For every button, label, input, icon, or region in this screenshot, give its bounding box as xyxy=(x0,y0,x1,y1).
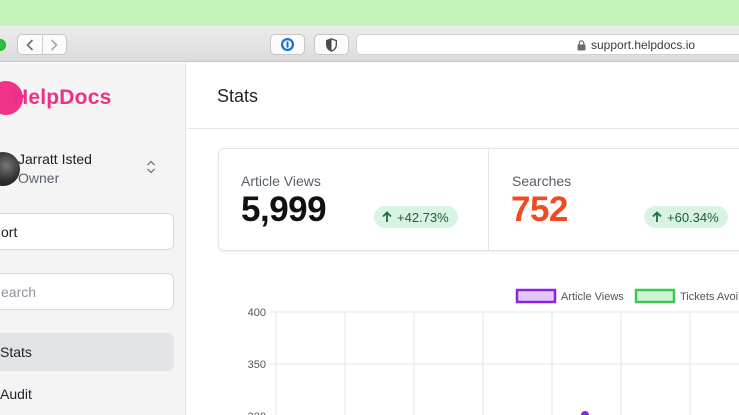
searches-change-badge: +60.34% xyxy=(644,206,728,228)
url-text: support.helpdocs.io xyxy=(591,38,696,52)
back-button[interactable] xyxy=(18,35,42,54)
browser-toolbar: support.helpdocs.io xyxy=(0,26,739,62)
searches-value: 752 xyxy=(511,190,568,229)
stat-divider xyxy=(488,149,489,250)
y-tick-label: 350 xyxy=(248,359,266,371)
user-role: Owner xyxy=(18,170,60,186)
data-point xyxy=(581,411,589,415)
legend-swatch[interactable] xyxy=(515,288,557,304)
chevron-up-down-icon[interactable] xyxy=(146,159,156,175)
legend-label[interactable]: Article Views xyxy=(561,291,624,303)
forward-button[interactable] xyxy=(41,35,67,54)
sidebar: HelpDocs Jarratt Isted Owner ort Stats A… xyxy=(0,63,186,415)
logo-text: HelpDocs xyxy=(13,86,112,109)
address-bar[interactable]: support.helpdocs.io xyxy=(356,34,739,55)
password-manager-button[interactable] xyxy=(270,34,305,55)
sidebar-item-label: Stats xyxy=(0,344,32,360)
legend-swatch[interactable] xyxy=(634,288,676,304)
chart-y-ticks: 400 350 300 xyxy=(248,307,266,415)
avatar[interactable] xyxy=(0,152,20,186)
stats-line-chart: 400 350 300 Article Views Tickets Avoi xyxy=(248,288,739,415)
chevron-right-icon xyxy=(51,38,58,51)
password-manager-icon xyxy=(280,37,295,52)
article-views-change-badge: +42.73% xyxy=(374,206,458,228)
legend-label[interactable]: Tickets Avoi xyxy=(680,291,738,303)
arrow-up-icon xyxy=(382,211,392,222)
chevron-left-icon xyxy=(26,38,33,51)
search-field[interactable] xyxy=(0,273,174,310)
arrow-up-icon xyxy=(652,211,662,222)
window-zoom-button[interactable] xyxy=(0,39,6,51)
y-tick-label: 400 xyxy=(248,307,266,319)
sidebar-item-label: Audit xyxy=(0,386,32,402)
article-views-value: 5,999 xyxy=(241,190,327,229)
lock-icon xyxy=(577,39,586,50)
page-title: Stats xyxy=(217,86,259,106)
article-views-label: Article Views xyxy=(241,173,321,189)
chart-horizontal-grid xyxy=(270,311,739,365)
main-header: Stats xyxy=(187,63,739,129)
searches-change: +60.34% xyxy=(667,209,719,225)
y-tick-label: 300 xyxy=(248,411,266,415)
shield-icon xyxy=(326,37,337,52)
chart-legend: Article Views Tickets Avoi xyxy=(515,288,738,304)
site-selector-label: ort xyxy=(1,223,18,240)
sidebar-item-stats[interactable]: Stats xyxy=(0,333,174,371)
searches-label: Searches xyxy=(512,173,572,189)
search-input[interactable] xyxy=(1,283,161,300)
stats-summary-card: Article Views 5,999 +42.73% Searches 752… xyxy=(218,148,739,251)
helpdocs-logo-mark xyxy=(0,81,23,115)
history-nav-group xyxy=(17,34,67,55)
sidebar-item-audit[interactable]: Audit xyxy=(0,375,174,413)
article-views-change: +42.73% xyxy=(397,209,449,225)
site-selector[interactable]: ort xyxy=(0,213,174,250)
user-name[interactable]: Jarratt Isted xyxy=(18,151,92,167)
privacy-shield-button[interactable] xyxy=(314,34,349,55)
browser-top-strip xyxy=(0,0,739,26)
